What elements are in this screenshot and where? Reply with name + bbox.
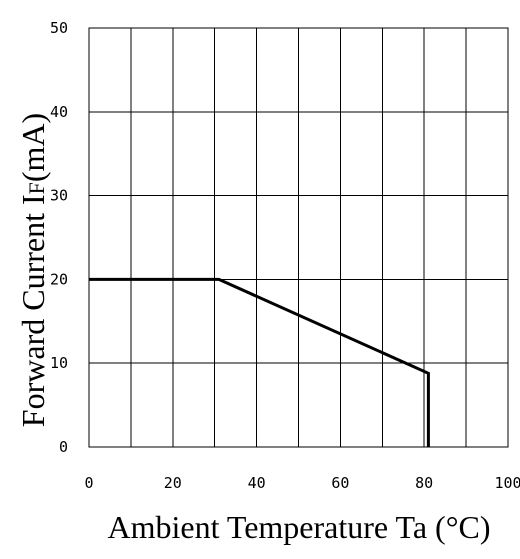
x-tick-label: 40 [248, 474, 266, 492]
y-tick-label: 50 [50, 19, 68, 37]
y-axis-label-unit: (mA) [15, 113, 51, 182]
y-tick-label: 40 [50, 103, 68, 121]
y-axis-label: Forward Current IF(mA) [15, 113, 51, 427]
x-tick-labels: 0 20 40 60 80 100 [84, 474, 520, 492]
y-tick-label: 20 [50, 270, 68, 288]
y-tick-label: 0 [59, 438, 68, 456]
y-axis-label-subscript: F [24, 182, 49, 194]
x-tick-label: 20 [164, 474, 182, 492]
series-group [89, 277, 430, 447]
series-line-0 [89, 277, 430, 447]
y-tick-label: 30 [50, 187, 68, 205]
x-tick-label: 80 [415, 474, 433, 492]
plot-frame [88, 27, 509, 448]
y-axis-label-main: Forward Current I [15, 194, 51, 427]
x-axis-label: Ambient Temperature Ta (°C) [107, 509, 490, 545]
x-tick-label: 60 [331, 474, 349, 492]
x-tick-label: 0 [84, 474, 93, 492]
y-tick-label: 10 [50, 354, 68, 372]
x-tick-label: 100 [494, 474, 520, 492]
y-tick-labels: 0 10 20 30 40 50 [50, 19, 68, 456]
grid [89, 28, 508, 447]
